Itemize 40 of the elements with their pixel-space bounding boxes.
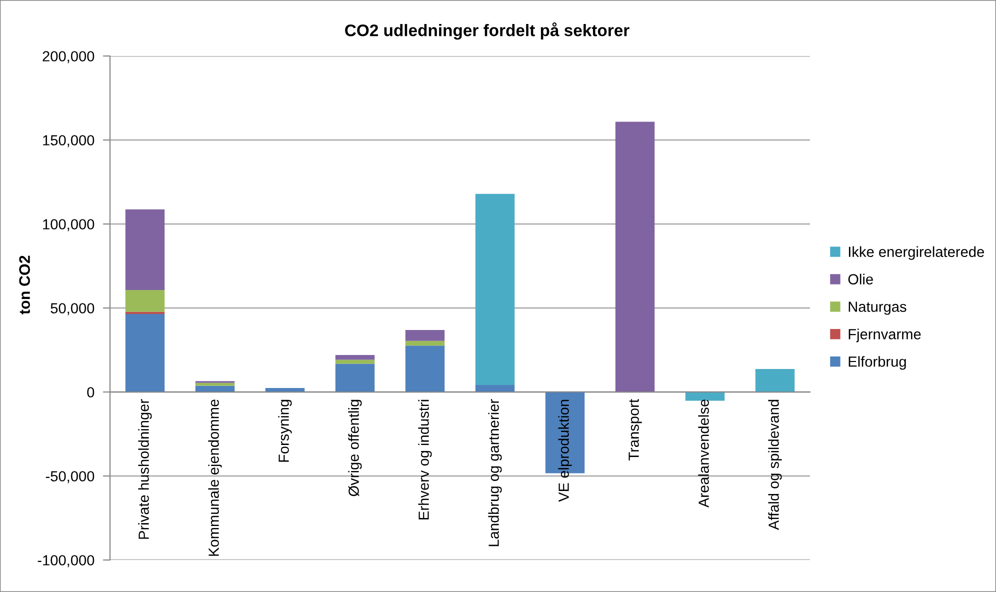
bar xyxy=(615,122,655,392)
bar xyxy=(755,368,795,392)
legend-label: Fjernvarme xyxy=(848,328,921,342)
bar xyxy=(475,384,515,392)
bar xyxy=(475,194,515,385)
x-tick-label: Forsyning xyxy=(278,400,292,462)
y-axis-title: ton CO2 xyxy=(19,256,30,314)
bar xyxy=(405,346,445,392)
bar xyxy=(125,209,165,290)
x-tick-label: Transport xyxy=(628,399,642,460)
chart-title: CO2 udledninger fordelt på sektorer xyxy=(345,22,630,40)
legend-label: Olie xyxy=(848,274,873,284)
y-tick-label: 100,000 xyxy=(43,219,94,232)
bar xyxy=(405,330,445,341)
legend-label: Elforbrug xyxy=(848,356,906,370)
x-tick-label: Erhverv og industri xyxy=(418,400,432,520)
x-tick-label: Private husholdninger xyxy=(138,399,152,539)
y-tick-label: 200,000 xyxy=(42,51,94,64)
bar xyxy=(125,312,165,314)
y-tick-label: 0 xyxy=(87,387,94,398)
y-tick-label: -100,000 xyxy=(38,555,94,568)
bar xyxy=(335,364,375,392)
y-tick-label: -50,000 xyxy=(46,471,94,484)
legend-label: Ikke energirelaterede xyxy=(848,246,984,260)
legend-label: Naturgas xyxy=(848,302,906,315)
x-tick-label: Kommunale ejendomme xyxy=(208,400,222,556)
bar xyxy=(335,355,375,360)
bar xyxy=(405,340,445,346)
bar xyxy=(195,382,235,386)
x-tick-label: Landbrug og gartnerier xyxy=(488,399,502,546)
x-tick-label: VE elproduktion xyxy=(558,400,572,502)
bar xyxy=(335,360,375,364)
x-tick-label: Arealanvendelse xyxy=(698,400,709,508)
y-tick-label: 150,000 xyxy=(43,135,94,148)
x-tick-label: Affald og spildevand xyxy=(768,400,782,530)
x-tick-label: Øvrige offentlig xyxy=(348,400,362,496)
bar xyxy=(125,314,165,392)
bar xyxy=(125,290,165,312)
y-tick-label: 50,000 xyxy=(50,303,94,316)
bar xyxy=(685,392,725,401)
